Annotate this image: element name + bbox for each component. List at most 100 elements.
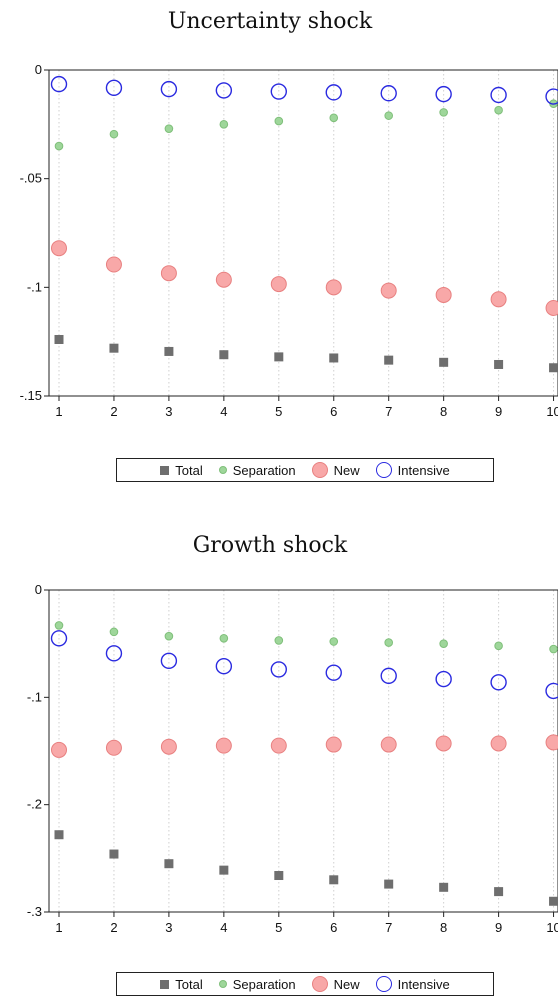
y-tick-label: -.3 — [27, 904, 42, 919]
total-point — [54, 830, 64, 840]
x-tick-label: 3 — [165, 404, 172, 419]
plot-frame — [48, 589, 558, 913]
y-tick-label: 0 — [35, 62, 42, 77]
filled-circle-marker-icon — [311, 976, 328, 992]
legend-item-total: Total — [160, 462, 203, 478]
y-tick-label: 0 — [35, 582, 42, 597]
x-tick-label: 6 — [330, 920, 337, 935]
x-tick-label: 1 — [55, 920, 62, 935]
hollow-circle-marker-icon — [375, 462, 392, 478]
intensive-point — [545, 88, 558, 105]
total-point — [549, 896, 558, 906]
new-point — [51, 741, 67, 758]
plot-area: 0 -.1 -.2 -.3 1 2 3 4 5 6 7 8 9 10 — [27, 582, 558, 935]
intensive-point — [545, 682, 558, 700]
separation-point — [274, 636, 284, 645]
plot-frame — [48, 69, 558, 397]
x-tick-label: 2 — [110, 404, 117, 419]
small-circle-marker-icon — [218, 466, 227, 474]
legend-label: New — [333, 976, 360, 992]
series-intensive — [50, 630, 558, 700]
intensive-point — [435, 85, 452, 103]
total-point — [109, 343, 119, 353]
new-point — [51, 240, 67, 257]
x-tick-label: 2 — [110, 920, 117, 935]
separation-point — [54, 141, 64, 151]
separation-point — [109, 627, 119, 637]
intensive-point — [270, 83, 287, 100]
total-point — [219, 865, 229, 875]
intensive-point — [160, 652, 178, 670]
intensive-point — [380, 667, 397, 685]
separation-point — [439, 639, 448, 648]
separation-point — [164, 124, 174, 133]
total-point — [439, 882, 449, 892]
intensive-point — [380, 85, 397, 102]
x-tick-label: 10 — [546, 920, 558, 935]
x-tick-label: 3 — [165, 920, 172, 935]
series-separation — [54, 621, 558, 654]
y-tick-label: -.15 — [20, 388, 42, 403]
total-point — [164, 346, 174, 356]
y-tick-label: -.05 — [20, 171, 42, 186]
new-point — [325, 279, 342, 296]
legend: Total Separation New Intensive — [116, 972, 494, 996]
intensive-point — [215, 82, 233, 99]
separation-point — [219, 634, 229, 643]
separation-point — [494, 105, 503, 115]
intensive-point — [490, 86, 507, 104]
plot-area: 0 -.05 -.1 -.15 1 2 3 4 5 6 7 8 9 10 — [20, 62, 558, 419]
new-point — [380, 282, 397, 299]
new-point — [435, 735, 452, 752]
intensive-point — [270, 661, 287, 678]
total-point — [274, 871, 284, 881]
x-tick-label: 9 — [495, 920, 502, 935]
separation-point — [384, 638, 394, 647]
new-point — [325, 736, 342, 753]
total-point — [109, 849, 119, 859]
new-point — [215, 737, 232, 754]
intensive-point — [435, 670, 452, 688]
legend-item-separation: Separation — [218, 462, 296, 478]
legend-label: Total — [175, 462, 203, 478]
series-total — [54, 830, 558, 906]
intensive-point — [325, 664, 342, 681]
intensive-point — [490, 674, 507, 691]
new-point — [270, 737, 287, 754]
legend-label: Separation — [232, 462, 296, 478]
total-point — [329, 875, 339, 885]
legend-item-separation: Separation — [218, 977, 296, 992]
x-tick-label: 1 — [55, 404, 62, 419]
small-circle-marker-icon — [218, 980, 227, 988]
filled-circle-marker-icon — [311, 462, 328, 478]
separation-point — [384, 111, 394, 120]
new-point — [545, 734, 558, 751]
separation-point — [54, 621, 64, 630]
new-point — [380, 736, 397, 753]
legend-item-new: New — [311, 976, 360, 992]
square-marker-icon — [160, 465, 170, 475]
new-point — [270, 276, 287, 293]
intensive-point — [325, 84, 342, 101]
legend-item-intensive: Intensive — [375, 976, 450, 992]
y-tick-label: -.2 — [27, 797, 42, 812]
intensive-point — [105, 645, 123, 662]
legend-label: Intensive — [397, 976, 450, 992]
x-tick-label: 7 — [385, 404, 392, 419]
separation-point — [164, 631, 174, 641]
total-point — [274, 352, 284, 362]
legend-item-total: Total — [160, 977, 203, 992]
new-point — [435, 286, 452, 303]
series-intensive — [50, 75, 558, 105]
legend-item-intensive: Intensive — [375, 462, 450, 478]
series-new — [51, 734, 558, 758]
total-point — [494, 887, 504, 897]
chart-title: Growth shock — [192, 533, 348, 558]
legend-item-new: New — [311, 462, 360, 478]
series-separation — [54, 99, 558, 151]
new-point — [160, 265, 177, 282]
x-tick-label: 5 — [275, 404, 282, 419]
total-point — [54, 334, 64, 344]
total-point — [219, 350, 229, 360]
legend-label: New — [333, 462, 360, 478]
